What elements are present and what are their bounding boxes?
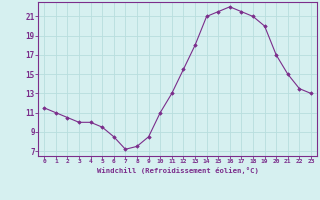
X-axis label: Windchill (Refroidissement éolien,°C): Windchill (Refroidissement éolien,°C) xyxy=(97,167,259,174)
